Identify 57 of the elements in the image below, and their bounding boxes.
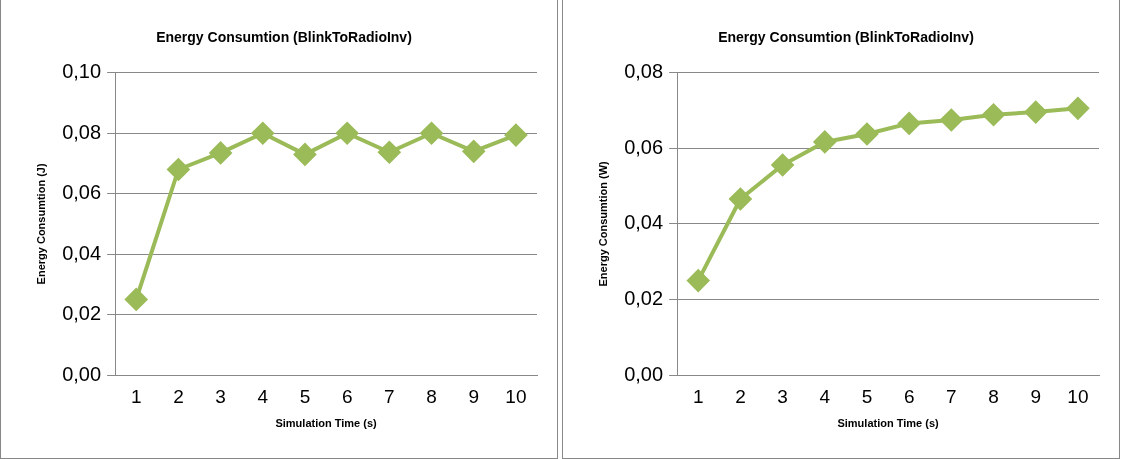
x-axis-title: Simulation Time (s) [837, 417, 940, 430]
x-tick-label: 9 [1030, 385, 1042, 407]
point [167, 158, 190, 181]
x-tick-label: 2 [173, 385, 184, 407]
y-tick-label: 0,06 [624, 135, 664, 158]
point [125, 288, 148, 311]
x-tick-label: 8 [426, 385, 437, 407]
point [940, 109, 963, 132]
x-tick-label: 2 [735, 385, 746, 407]
point [378, 141, 401, 164]
x-tick-label: 4 [819, 385, 831, 407]
y-tick-label: 0,00 [62, 362, 102, 385]
x-tick-label: 5 [861, 385, 873, 407]
x-tick-label: 9 [468, 385, 480, 407]
point [855, 123, 878, 145]
x-tick-label: 3 [215, 385, 226, 407]
y-tick-label: 0,08 [624, 60, 664, 83]
x-tick-label: 7 [384, 385, 395, 407]
point [336, 122, 359, 145]
x-tick-label: 8 [988, 385, 999, 407]
y-tick-label: 0,02 [62, 302, 102, 325]
x-tick-label: 3 [777, 385, 788, 407]
point [293, 143, 316, 166]
x-tick-label: 5 [299, 385, 311, 407]
x-tick-label: 10 [1067, 385, 1089, 407]
y-tick-label: 0,02 [624, 286, 664, 309]
x-tick-label: 7 [946, 385, 957, 407]
x-tick-label: 4 [257, 385, 269, 407]
y-axis-title: Energy Consumtion (W) [596, 160, 609, 287]
point [1024, 101, 1047, 124]
point [771, 153, 794, 176]
point [687, 269, 710, 292]
point [209, 141, 232, 164]
y-tick-label: 0,08 [62, 120, 102, 143]
y-tick-label: 0,00 [624, 362, 664, 385]
y-axis-title: Energy Consumtion (J) [34, 163, 47, 285]
point [729, 187, 752, 210]
x-tick-label: 1 [692, 385, 704, 407]
point [813, 130, 836, 153]
chart-title: Energy Consumtion (BlinkToRadioInv) [718, 29, 974, 46]
x-tick-label: 6 [903, 385, 915, 407]
point [898, 112, 921, 135]
point [1066, 97, 1089, 120]
chart-title: Energy Consumtion (BlinkToRadioInv) [156, 29, 412, 46]
y-tick-label: 0,04 [62, 241, 102, 264]
point [982, 103, 1005, 126]
y-tick-label: 0,10 [62, 60, 102, 83]
x-tick-label: 1 [130, 385, 142, 407]
y-tick-label: 0,04 [624, 211, 664, 234]
point [420, 122, 443, 145]
point [251, 122, 274, 145]
y-tick-label: 0,06 [62, 181, 102, 204]
x-axis-title: Simulation Time (s) [275, 417, 378, 430]
point [504, 124, 527, 147]
x-tick-label: 6 [341, 385, 353, 407]
x-tick-label: 10 [505, 385, 527, 407]
point [462, 140, 485, 163]
